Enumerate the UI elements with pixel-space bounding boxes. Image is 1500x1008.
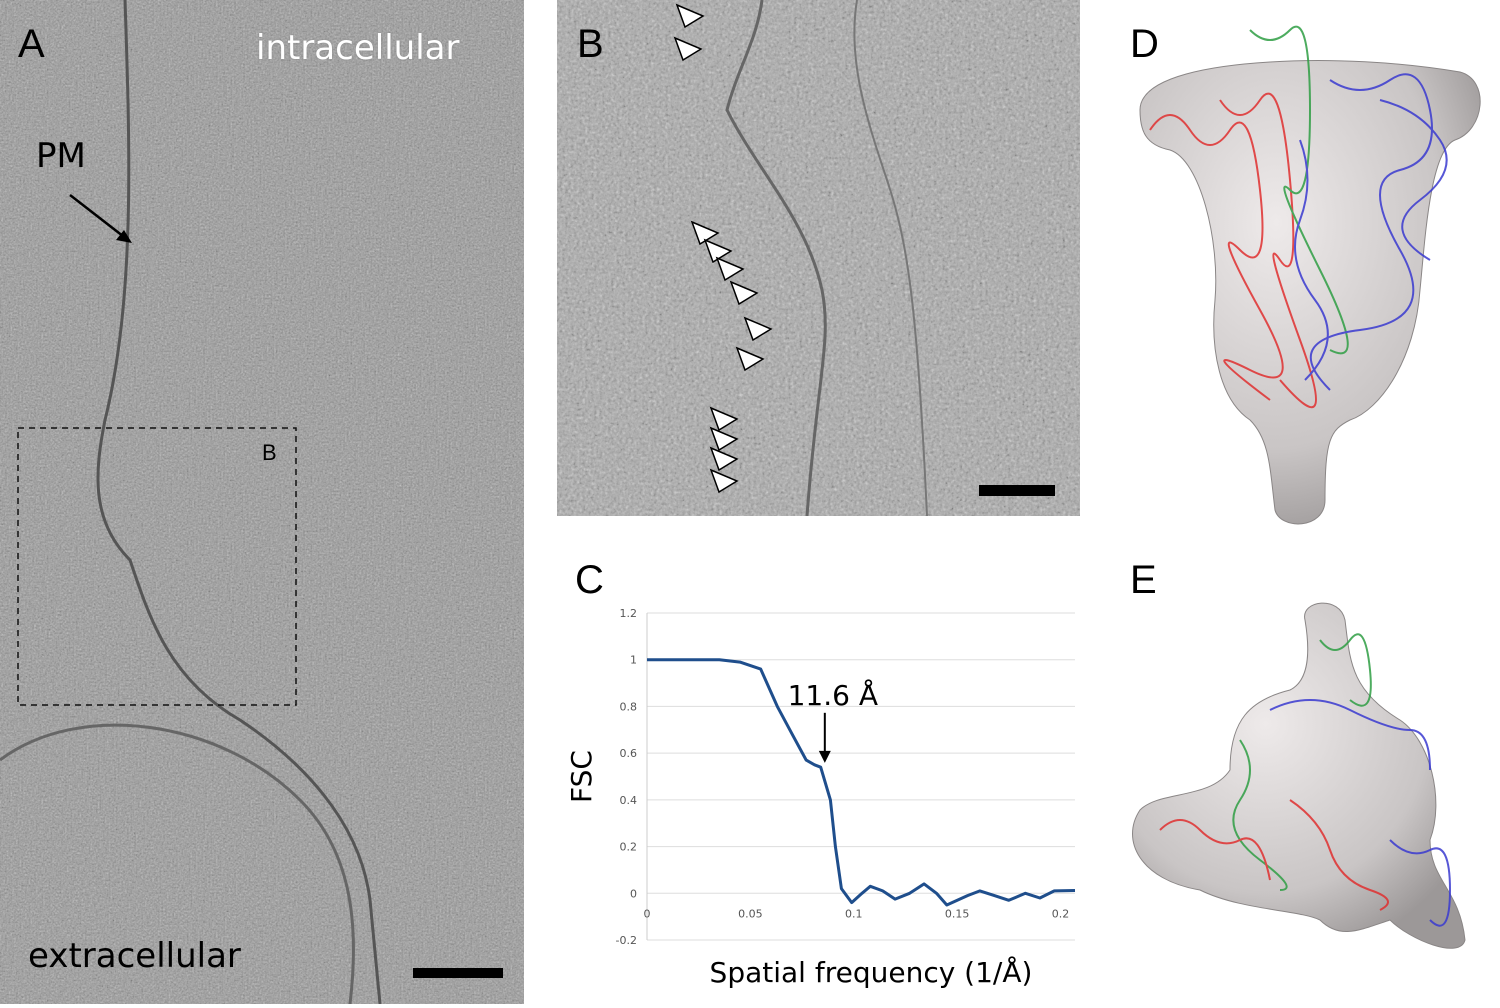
chain-red [1149,114,1284,401]
tomogram-image [0,0,524,1005]
panel-a-tomogram: A intracellular PM B extracellular [0,0,524,1005]
resolution-arrowhead [818,750,831,763]
chain-blue [1269,699,1431,771]
y-tick-label: 0.8 [620,700,638,713]
y-tick-label: 0.2 [620,841,638,854]
arrowheads [673,3,773,494]
chain-red [1159,819,1271,881]
density-envelope [1132,602,1466,949]
pm-arrow [69,194,129,241]
chain-green [1249,25,1349,355]
y-tick-label: 0.4 [620,794,638,807]
x-axis-label: Spatial frequency (1/Å) [710,955,1033,989]
x-tick-label: 0.05 [738,907,763,920]
x-tick-label: 0.15 [945,907,970,920]
panel-d-side-view: D [1100,0,1500,530]
panel-label-c: C [575,558,604,602]
x-tick-label: 0.2 [1052,907,1070,920]
y-tick-label: 0.6 [620,747,638,760]
panel-c-fsc-chart: -0.2 0 0.2 0.4 0.6 0.8 1 1.2 0 0.05 0.1 0.15 0.2 11.6… [557,540,1080,1004]
panel-b-zoom: B [557,0,1080,517]
x-tick-label: 0.1 [845,907,863,920]
y-tick-label: 1.2 [620,607,638,620]
y-tick-label: 0 [630,887,637,900]
region-b-box [17,427,297,706]
chain-blue [1309,73,1433,391]
x-tick-label: 0 [644,907,651,920]
fsc-chart: -0.2 0 0.2 0.4 0.6 0.8 1 1.2 0 0.05 0.1 0.15 0.2 11.6… [565,607,1076,989]
panel-label-d: D [1130,22,1159,66]
y-tick-label: -0.2 [616,934,637,947]
extracellular-label: extracellular [28,936,241,976]
y-tick-label: 1 [630,654,637,667]
box-b-label: B [262,440,277,465]
scale-bar [979,485,1055,496]
zoomed-tomogram-image [557,0,1080,517]
panel-label-e: E [1130,558,1157,602]
pm-label: PM [36,136,86,176]
resolution-annotation: 11.6 Å [788,678,878,712]
intracellular-label: intracellular [256,28,460,68]
panel-e-top-view: E [1100,540,1500,1004]
panel-label-a: A [18,22,45,66]
density-map-side-view [1139,25,1481,525]
chain-green [1319,633,1372,707]
density-map-top-view [1132,602,1466,949]
scale-bar [413,968,503,978]
panel-label-b: B [577,22,604,66]
y-axis-label: FSC [565,750,598,803]
fsc-curve [647,658,1076,907]
